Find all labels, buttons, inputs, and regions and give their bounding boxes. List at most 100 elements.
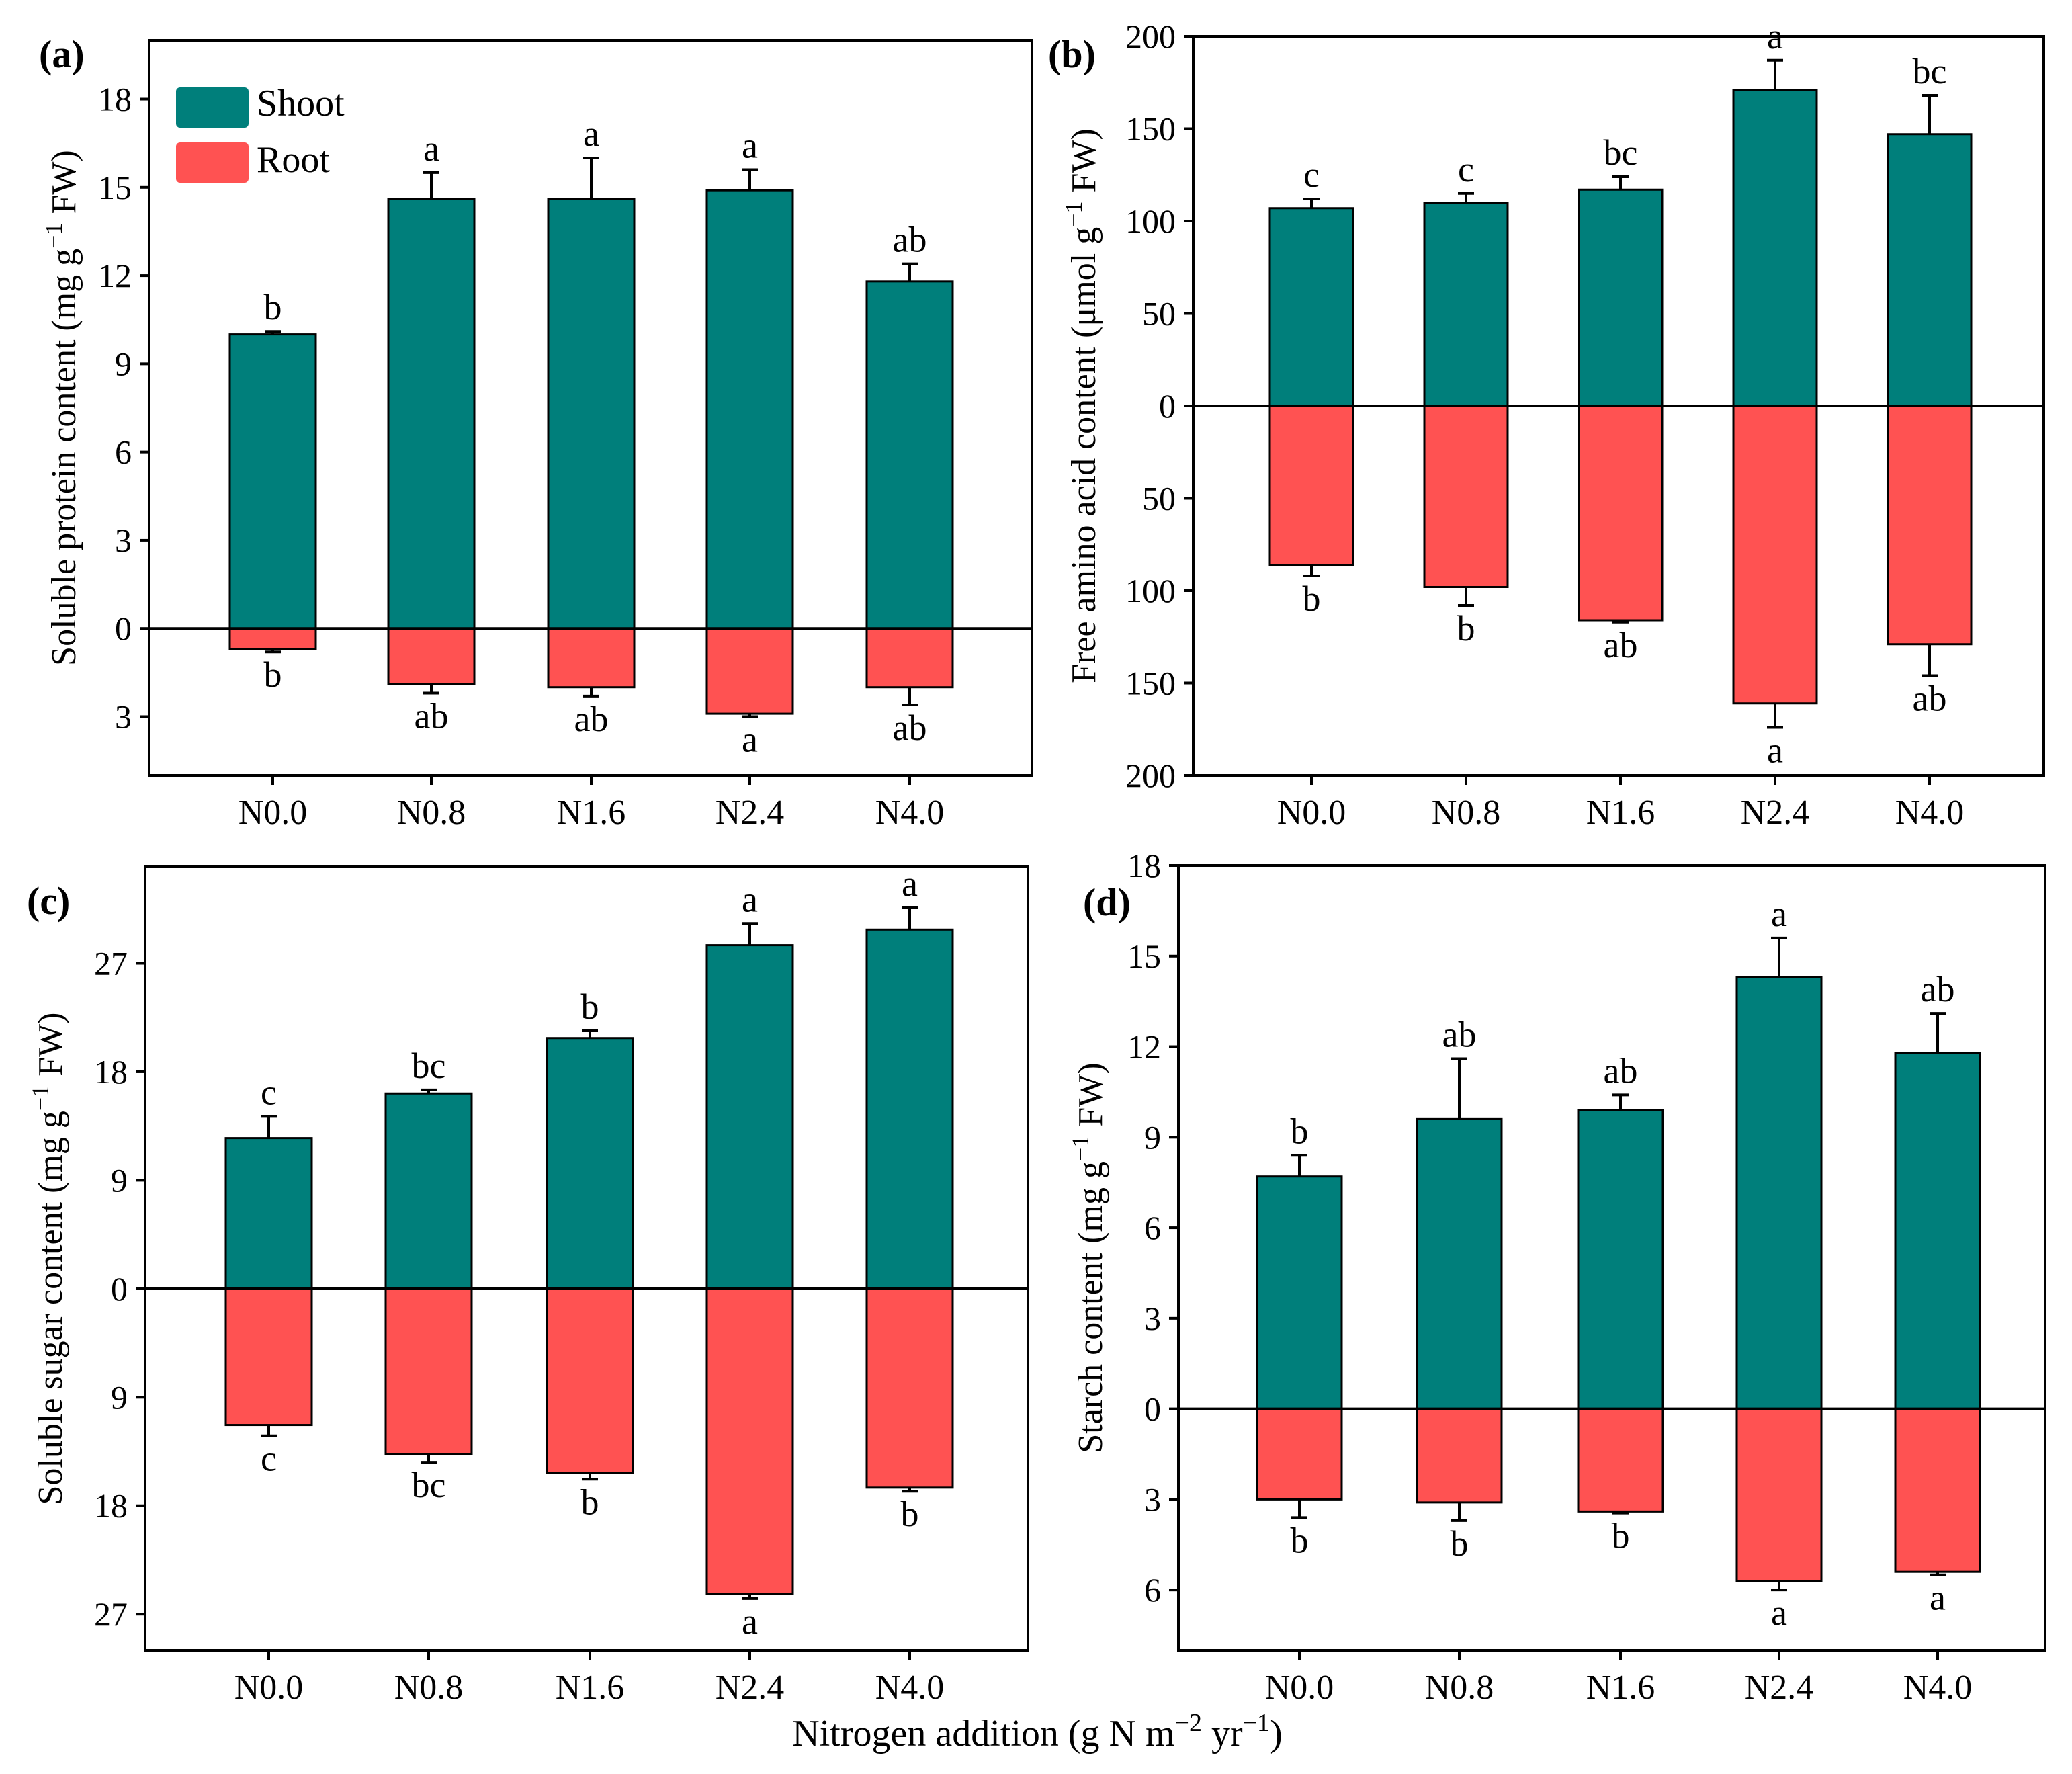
root-bar	[1887, 405, 1973, 646]
y-axis-label: Free amino acid content (μmol g−1 FW)	[1060, 128, 1103, 683]
root-significance-letter: b	[901, 1494, 919, 1534]
legend-shoot-swatch	[176, 87, 249, 128]
shoot-significance-letter: c	[261, 1072, 277, 1112]
root-significance-letter: a	[1771, 1593, 1787, 1633]
y-tick-label: 12	[1127, 1028, 1161, 1066]
y-tick-label: 6	[1144, 1571, 1161, 1609]
panel-label: (d)	[1083, 880, 1131, 924]
legend-root-label: Root	[257, 139, 330, 181]
y-tick-label: 50	[1142, 295, 1176, 333]
root-bar	[865, 1287, 954, 1489]
plot-frame	[144, 865, 1029, 1652]
root-significance-letter: ab	[415, 695, 449, 736]
shoot-bar	[1887, 133, 1973, 407]
y-tick-label: 12	[98, 257, 132, 294]
shoot-bar	[1894, 1052, 1981, 1410]
root-bar	[1577, 1408, 1664, 1513]
x-tick-label: N0.8	[1425, 1669, 1494, 1707]
y-tick-label: 3	[115, 698, 132, 735]
root-significance-letter: c	[261, 1439, 277, 1479]
plot-frame	[1177, 864, 2046, 1652]
x-tick-label: N1.6	[1586, 794, 1655, 832]
panel-d: (d) Starch content (mg g−1 FW) 6 3 0 3 6 9 12 1…	[1067, 847, 2046, 1707]
shoot-bar	[1423, 202, 1509, 407]
shoot-bar	[1578, 188, 1664, 407]
y-tick-label: 9	[111, 1161, 128, 1199]
y-tick-label: 0	[115, 609, 132, 647]
panel-label: (b)	[1048, 32, 1096, 76]
panel-a: (a) Soluble protein content (mg g−1 FW) …	[39, 32, 1033, 832]
y-tick-label: 6	[1144, 1209, 1161, 1247]
y-tick-label: 3	[1144, 1300, 1161, 1337]
y-tick-label: 18	[94, 1487, 128, 1525]
shoot-bar	[1268, 207, 1354, 407]
y-tick-label: 200	[1125, 17, 1176, 55]
root-bar	[547, 627, 636, 689]
y-tick-label: 18	[1127, 847, 1161, 884]
shoot-bar	[384, 1092, 473, 1290]
shoot-significance-letter: a	[1767, 16, 1783, 56]
bars: b a a a ab b ab ab a ab	[228, 114, 954, 759]
x-ticks: N0.0 N0.8 N1.6 N2.4 N4.0	[239, 775, 945, 832]
root-significance-letter: ab	[893, 708, 927, 748]
x-tick-label: N4.0	[875, 1669, 945, 1707]
shoot-bar	[1577, 1109, 1664, 1410]
root-bar	[1735, 1408, 1823, 1582]
shoot-significance-letter: ab	[893, 220, 927, 260]
x-tick-label: N0.0	[234, 1669, 304, 1707]
root-bar	[546, 1287, 634, 1474]
x-tick-label: N2.4	[716, 1669, 785, 1707]
y-tick-label: 18	[98, 81, 132, 118]
x-tick-label: N2.4	[1745, 1669, 1814, 1707]
x-tick-label: N4.0	[875, 794, 945, 832]
y-tick-label: 100	[1125, 202, 1176, 240]
legend-shoot-label: Shoot	[257, 83, 345, 124]
panel-c: (c) Soluble sugar content (mg g−1 FW) 27…	[27, 863, 1029, 1707]
root-bar	[1416, 1408, 1503, 1504]
shoot-significance-letter: ab	[1604, 1050, 1638, 1091]
shoot-bar	[865, 928, 954, 1290]
y-tick-label: 0	[111, 1270, 128, 1308]
shoot-bar	[1732, 89, 1818, 407]
panel-b: (b) Free amino acid content (μmol g−1 FW…	[1048, 16, 2045, 832]
root-significance-letter: b	[1451, 1523, 1469, 1564]
shoot-bar	[228, 333, 317, 630]
shoot-bar	[387, 198, 476, 630]
root-significance-letter: ab	[574, 699, 609, 739]
x-ticks: N0.0 N0.8 N1.6 N2.4 N4.0	[1277, 775, 1964, 832]
y-ticks: 27 18 9 0 9 18 27	[94, 945, 145, 1633]
shoot-bar	[547, 198, 636, 630]
shoot-significance-letter: bc	[1604, 132, 1638, 173]
shoot-significance-letter: a	[1771, 894, 1787, 934]
root-significance-letter: a	[1767, 730, 1783, 771]
root-significance-letter: b	[581, 1482, 599, 1522]
x-tick-label: N0.0	[239, 794, 308, 832]
root-bar	[384, 1287, 473, 1455]
root-bar	[224, 1287, 313, 1427]
y-tick-label: 18	[94, 1053, 128, 1091]
root-significance-letter: a	[742, 719, 758, 759]
bars: b ab ab a ab b b b a a	[1256, 894, 1981, 1633]
y-ticks: 6 3 0 3 6 9 12 15 18	[1127, 847, 1178, 1609]
shoot-significance-letter: bc	[412, 1046, 446, 1086]
y-axis-label: Soluble protein content (mg g−1 FW)	[40, 150, 83, 666]
y-tick-label: 9	[1144, 1118, 1161, 1156]
y-tick-label: 15	[1127, 937, 1161, 975]
legend-root-swatch	[176, 142, 249, 183]
shoot-significance-letter: a	[902, 863, 918, 904]
shoot-bar	[705, 189, 794, 630]
x-tick-label: N4.0	[1903, 1669, 1973, 1707]
y-tick-label: 9	[115, 345, 132, 382]
shoot-significance-letter: b	[1291, 1111, 1309, 1151]
shoot-bar	[546, 1037, 634, 1290]
root-bar	[1423, 405, 1509, 588]
root-bar	[1268, 405, 1354, 566]
shoot-bar	[1735, 976, 1823, 1410]
root-significance-letter: b	[1612, 1516, 1630, 1556]
y-tick-label: 50	[1142, 480, 1176, 517]
y-ticks: 200 150 100 50 0 50 100 150 200	[1125, 17, 1193, 794]
x-axis-label: Nitrogen addition (g N m−2 yr−1)	[792, 1709, 1282, 1755]
shoot-significance-letter: ab	[1921, 969, 1955, 1009]
shoot-bar	[1256, 1175, 1343, 1410]
